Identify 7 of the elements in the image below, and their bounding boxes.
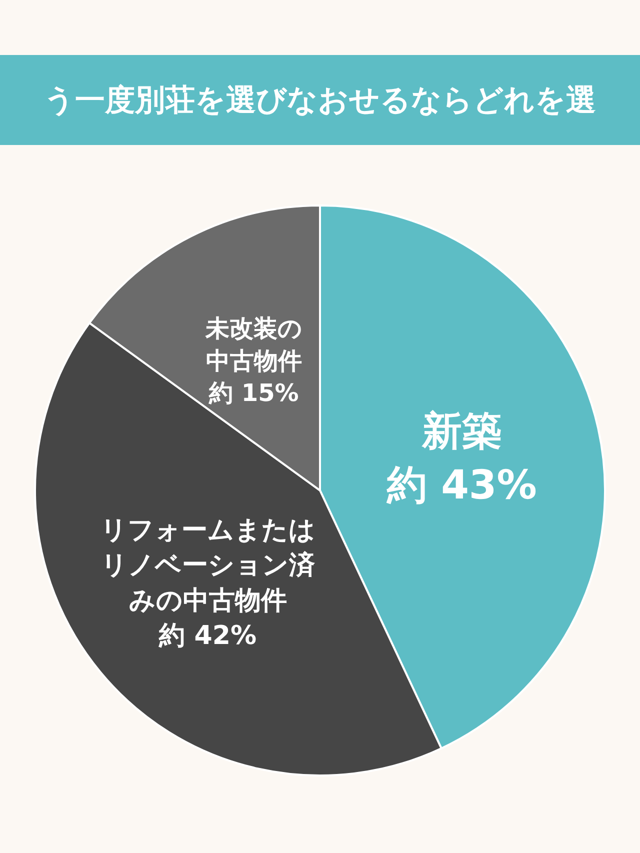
slice-label: 新築 (420, 408, 502, 455)
slice-label: リフォームまたはリノベーション済みの中古物件 (100, 516, 316, 616)
data-label: 約 43% (386, 462, 537, 509)
data-label: 約 15% (208, 379, 299, 408)
chart-title: う一度別荘を選びなおせるならどれを選 (0, 55, 640, 145)
data-label: 約 42% (158, 620, 257, 651)
slice-label: 未改装の中古物件 (204, 314, 302, 375)
